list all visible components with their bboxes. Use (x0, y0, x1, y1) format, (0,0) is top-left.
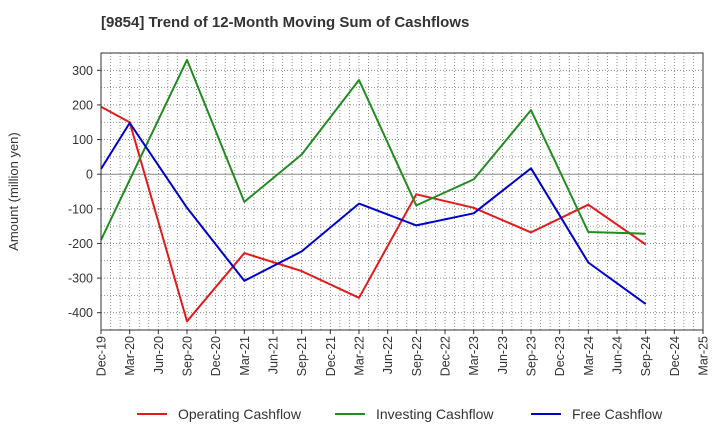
chart-title: [9854] Trend of 12-Month Moving Sum of C… (101, 14, 470, 31)
x-tick-label: Dec-21 (324, 336, 338, 376)
operating-cashflow-line (100, 105, 647, 323)
x-tick-label: Jun-22 (381, 336, 395, 374)
y-tick-label: -200 (68, 237, 93, 251)
x-tick-label: Dec-20 (209, 336, 223, 376)
x-tick-label: Sep-20 (181, 336, 195, 376)
axes: -400 -300 -200 -100 0 100 200 300 Dec-19 Mar-20 Ju… (6, 52, 711, 376)
y-tick-label: -400 (68, 306, 93, 320)
y-tick-label: 200 (72, 98, 93, 112)
x-tick-label: Sep-22 (410, 336, 424, 376)
x-tick-label: Dec-23 (553, 336, 567, 376)
x-tick-label: Dec-22 (439, 336, 453, 376)
series-layer (100, 58, 647, 323)
y-tick-label: -100 (68, 202, 93, 216)
grid (101, 52, 703, 331)
x-tick-label: Mar-21 (238, 336, 252, 376)
x-tick-label: Mar-22 (353, 336, 367, 376)
y-tick-label: 0 (86, 168, 93, 182)
x-tick-label: Sep-23 (525, 336, 539, 376)
x-tick-label: Jun-23 (496, 336, 510, 374)
investing-cashflow-line (100, 58, 646, 241)
x-tick-label: Dec-24 (668, 336, 682, 376)
y-axis-label: Amount (million yen) (6, 132, 21, 251)
y-tick-label: 100 (72, 133, 93, 147)
x-tick-label: Jun-24 (611, 336, 625, 374)
free-cashflow-legend-label: Free Cashflow (572, 406, 663, 422)
operating-cashflow-legend-label: Operating Cashflow (178, 406, 302, 422)
free-cashflow-line (100, 121, 647, 305)
plot-frame (100, 52, 704, 331)
x-tick-label: Mar-25 (697, 336, 711, 376)
y-tick-label: 300 (72, 64, 93, 78)
x-tick-label: Mar-24 (582, 336, 596, 376)
y-tick-label: -300 (68, 272, 93, 286)
x-tick-label: Sep-24 (639, 336, 653, 376)
x-tick-label: Mar-20 (123, 336, 137, 376)
x-tick-label: Jun-21 (267, 336, 281, 374)
investing-cashflow-legend-label: Investing Cashflow (376, 406, 494, 422)
x-tick-label: Sep-21 (295, 336, 309, 376)
x-tick-label: Jun-20 (152, 336, 166, 374)
legend: Operating Cashflow Investing Cashflow Free… (137, 406, 663, 422)
x-tick-label: Dec-19 (95, 336, 109, 376)
x-tick-label: Mar-23 (467, 336, 481, 376)
